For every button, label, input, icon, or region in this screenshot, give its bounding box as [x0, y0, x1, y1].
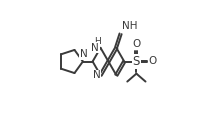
Text: O: O: [132, 39, 141, 49]
Text: O: O: [149, 56, 157, 67]
Text: N: N: [80, 49, 88, 59]
Text: N: N: [93, 70, 100, 80]
Text: NH: NH: [122, 21, 137, 31]
Text: N: N: [91, 43, 99, 53]
Text: S: S: [133, 55, 140, 68]
Text: H: H: [94, 37, 101, 46]
